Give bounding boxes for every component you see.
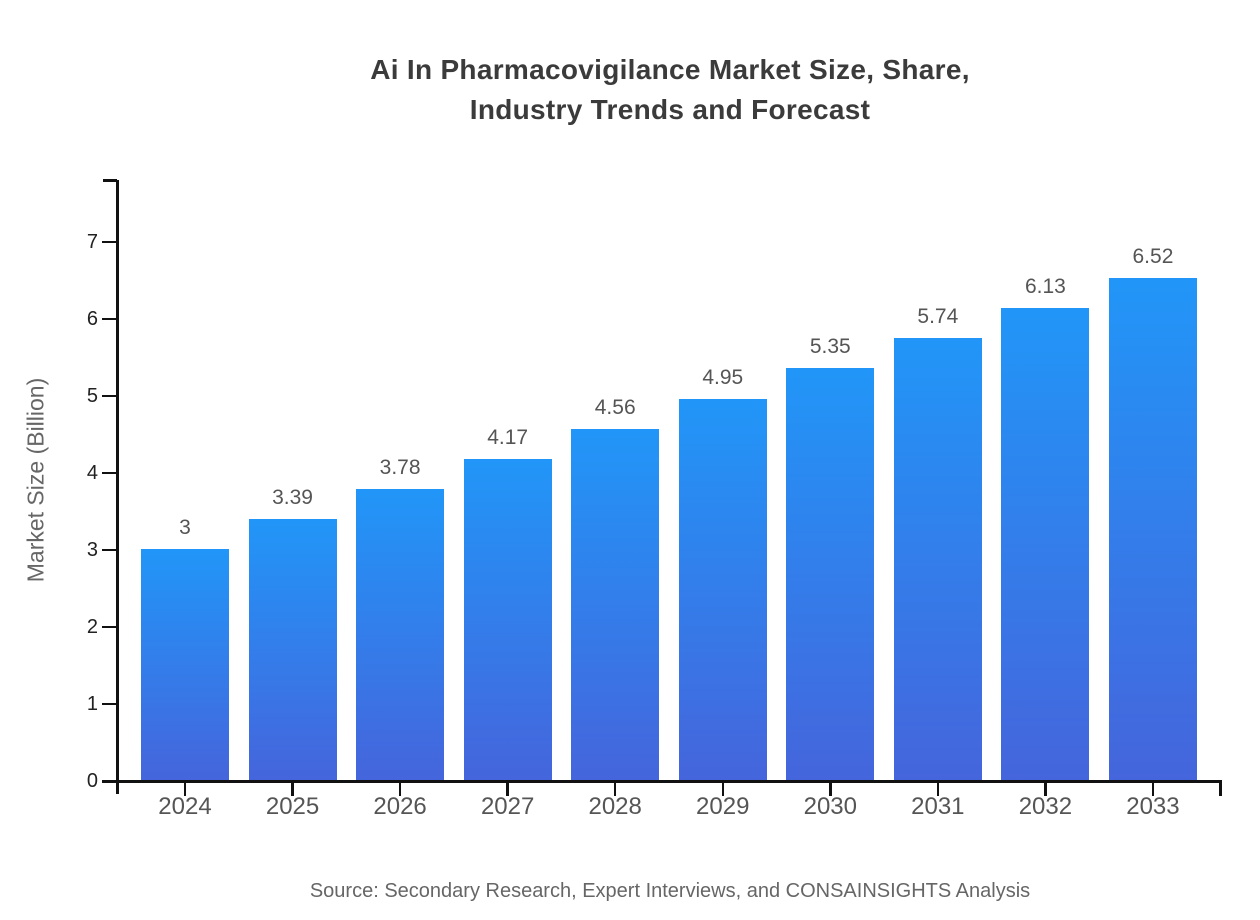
y-axis-end-cap [103, 178, 117, 182]
x-tick-label-2029: 2029 [696, 793, 750, 820]
y-tick-3 [102, 548, 116, 552]
y-tick-0 [102, 779, 116, 783]
bar-value-label-2026: 3.78 [379, 455, 421, 479]
x-tick-2033 [1151, 783, 1155, 796]
bar-2027 [463, 458, 552, 780]
y-tick-label-3: 3 [86, 539, 98, 561]
x-tick-2028 [613, 783, 617, 796]
bar-value-label-2025: 3.39 [272, 485, 313, 509]
bar-value-label-2032: 6.13 [1024, 274, 1066, 298]
y-axis-title: Market Size (Billion) [22, 377, 49, 583]
bar-2033 [1108, 277, 1197, 780]
y-tick-label-7: 7 [86, 231, 98, 253]
bar-2030 [786, 368, 875, 780]
chart-title: Ai In Pharmacovigilance Market Size, Sha… [220, 50, 1120, 130]
x-tick-label-2024: 2024 [158, 793, 212, 820]
x-tick-label-2025: 2025 [265, 793, 320, 820]
x-tick-label-2026: 2026 [373, 793, 427, 820]
x-tick-2029 [721, 783, 724, 796]
y-tick-label-6: 6 [86, 308, 98, 330]
x-tick-2024 [183, 783, 187, 796]
bar-value-label-2029: 4.95 [702, 365, 744, 389]
bar-value-label-2027: 4.17 [487, 425, 529, 449]
x-tick-label-2027: 2027 [480, 793, 535, 820]
chart-title-line1: Ai In Pharmacovigilance Market Size, Sha… [370, 54, 970, 85]
bar-2032 [1001, 308, 1090, 780]
bar-2026 [356, 488, 445, 780]
bar-2029 [678, 398, 767, 780]
bar-value-label-2031: 5.74 [917, 305, 959, 329]
x-tick-2030 [829, 783, 832, 796]
y-tick-2 [102, 625, 116, 629]
bar-value-label-2028: 4.56 [594, 395, 636, 419]
x-tick-label-2031: 2031 [911, 793, 965, 820]
y-tick-label-0: 0 [86, 770, 98, 792]
y-tick-5 [102, 394, 116, 398]
x-tick-2031 [936, 783, 940, 796]
bar-value-label-2030: 5.35 [809, 335, 851, 359]
x-tick-label-2028: 2028 [588, 793, 642, 820]
x-tick-2026 [398, 783, 402, 796]
plot-area: 0 1 2 3 4 5 6 7 3 2024 3.39 2025 3.78 2026 4.17 2027 4.5… [87, 178, 1222, 820]
bar-2024 [141, 549, 229, 780]
x-axis-end-cap [1219, 782, 1222, 796]
source-note: Source: Secondary Research, Expert Inter… [309, 880, 1031, 902]
y-tick-7 [102, 240, 116, 244]
x-axis-line [102, 779, 1222, 783]
y-tick-label-4: 4 [86, 462, 98, 484]
x-tick-2025 [291, 783, 294, 796]
x-tick-label-2033: 2033 [1126, 793, 1180, 820]
bar-value-label-2033: 6.52 [1132, 244, 1174, 268]
y-axis-line [116, 180, 119, 794]
y-tick-label-2: 2 [86, 616, 98, 638]
bar-2028 [571, 428, 660, 780]
y-tick-label-5: 5 [86, 385, 98, 407]
x-tick-2027 [506, 783, 509, 796]
y-tick-label-1: 1 [86, 693, 98, 715]
y-tick-1 [102, 702, 116, 706]
y-tick-6 [102, 317, 116, 321]
bar-value-label-2024: 3 [179, 516, 191, 539]
y-tick-4 [102, 471, 116, 475]
x-tick-label-2030: 2030 [803, 793, 857, 820]
bar-2031 [893, 338, 982, 780]
x-tick-2032 [1044, 783, 1047, 796]
bar-2025 [248, 518, 337, 780]
x-tick-label-2032: 2032 [1018, 793, 1073, 820]
chart-title-line2: Industry Trends and Forecast [469, 94, 871, 125]
